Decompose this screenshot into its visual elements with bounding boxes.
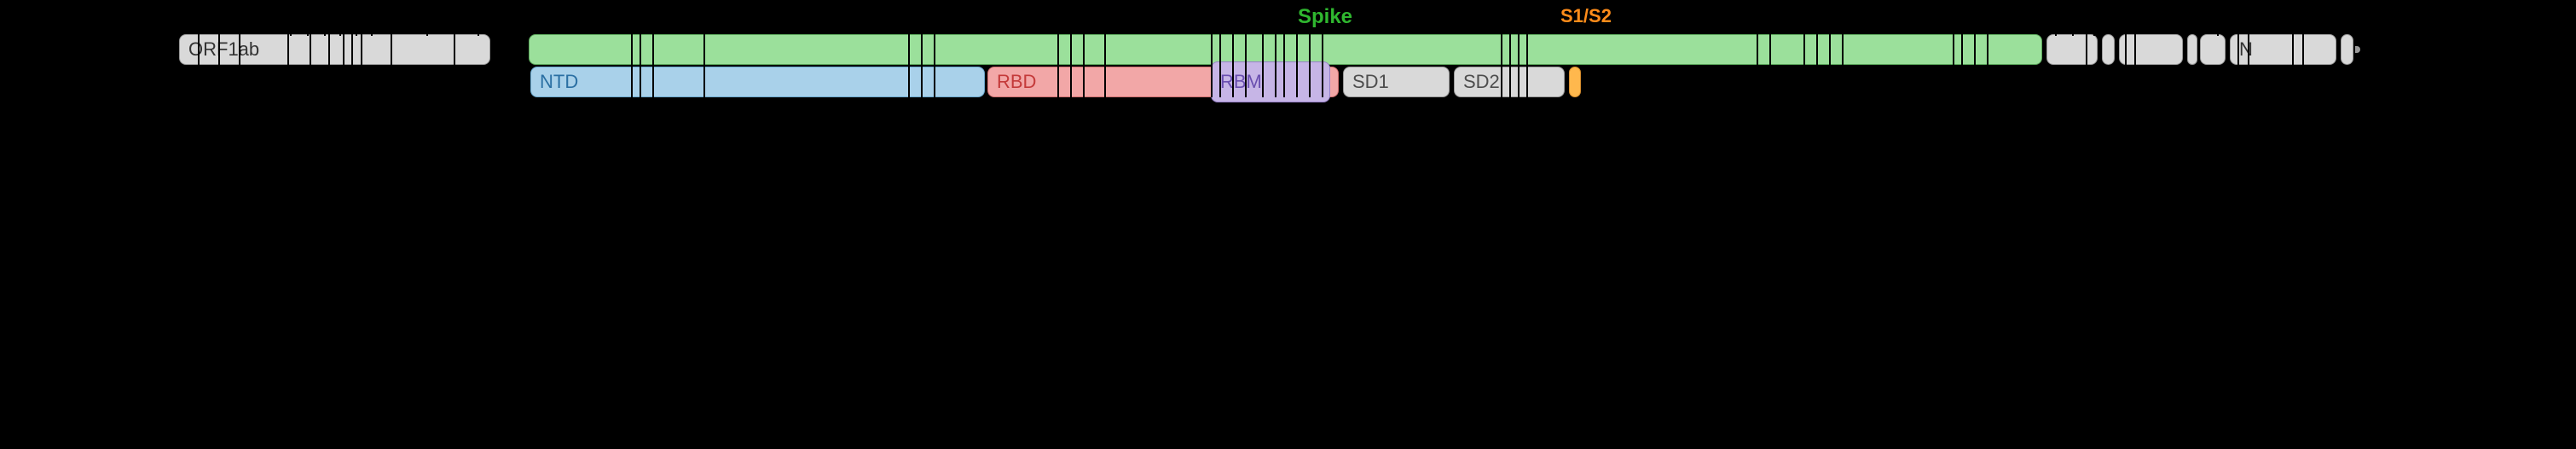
leader-line bbox=[391, 99, 465, 324]
leader-line bbox=[361, 99, 434, 324]
mutation-label: 3CL:P132H bbox=[338, 332, 353, 403]
mutation-label: M:Q19E bbox=[2138, 332, 2153, 382]
genome-diagram: SpikeS1/S2ORF1abNTDRBDRBMSD1SD2NXXXXXXXX… bbox=[0, 0, 2576, 449]
mutation-anchor-tick bbox=[239, 34, 240, 65]
leader-line bbox=[328, 99, 342, 324]
mutation-label: N:P13L bbox=[2223, 332, 2238, 377]
mutation-label: PLpro:S1265I bbox=[211, 332, 227, 416]
leader-line bbox=[310, 99, 311, 324]
mutation-label: N:G204R bbox=[2320, 332, 2336, 389]
mutation-label: PLpro:A1892I bbox=[276, 332, 292, 416]
mutation-anchor-tick bbox=[287, 34, 289, 65]
mutation-anchor-tick bbox=[198, 34, 200, 65]
mutation-anchor-tick bbox=[2125, 34, 2127, 65]
leader-line bbox=[2248, 99, 2260, 324]
mutation-label: nsp6:I189V bbox=[430, 332, 445, 401]
mutation-label: N:S203K bbox=[2288, 332, 2303, 387]
mutation-label: PLpro:A1266 bbox=[244, 332, 259, 411]
mutation-anchor-tick bbox=[328, 34, 330, 65]
mutation-label: M:D3G bbox=[2105, 332, 2121, 376]
mutation-anchor-tick bbox=[343, 34, 344, 65]
mutation-anchor-tick bbox=[2248, 34, 2249, 65]
mutation-anchor-tick bbox=[2292, 34, 2294, 65]
mutation-label: E:T9I bbox=[2073, 332, 2088, 364]
mutation-label: nsp14:I42V bbox=[508, 332, 524, 401]
leader-line bbox=[281, 99, 287, 324]
leader-lines-layer bbox=[0, 0, 2576, 449]
leader-line bbox=[2227, 99, 2237, 324]
mutation-anchor-tick bbox=[310, 34, 311, 65]
leader-line bbox=[2134, 99, 2174, 324]
mutation-anchor-tick bbox=[2237, 34, 2239, 65]
leader-line bbox=[2077, 99, 2086, 324]
leader-line bbox=[2302, 99, 2324, 324]
mutation-anchor-tick bbox=[218, 34, 220, 65]
mutation-anchor-tick bbox=[2302, 34, 2304, 65]
leader-line bbox=[183, 99, 198, 324]
mutation-label: nsp6:Δ106-108 bbox=[399, 332, 414, 425]
leader-line bbox=[351, 99, 403, 324]
mutation-anchor-tick bbox=[2115, 34, 2116, 65]
leader-line bbox=[2110, 99, 2115, 324]
leader-line bbox=[454, 99, 512, 324]
mutation-anchor-tick bbox=[2086, 34, 2087, 65]
mutation-label: N:Δ31-33 bbox=[2255, 332, 2271, 390]
mutation-anchor-tick bbox=[454, 34, 455, 65]
leader-line bbox=[216, 99, 218, 324]
leader-line bbox=[2125, 99, 2142, 324]
mutation-anchor-tick bbox=[391, 34, 392, 65]
mutation-anchor-tick bbox=[2134, 34, 2136, 65]
mutation-anchor-tick bbox=[351, 34, 353, 65]
mutation-label: PLpro:K38R bbox=[179, 332, 194, 406]
mutation-label: RdRP:P323L bbox=[460, 332, 476, 411]
leader-line bbox=[239, 99, 248, 324]
leader-line bbox=[343, 99, 373, 324]
mutation-label: M:A63T bbox=[2170, 332, 2185, 380]
mutation-label: nsp4:T492I bbox=[307, 332, 322, 400]
mutation-label: nsp6:L105F bbox=[368, 332, 384, 405]
mutation-anchor-tick bbox=[361, 34, 362, 65]
